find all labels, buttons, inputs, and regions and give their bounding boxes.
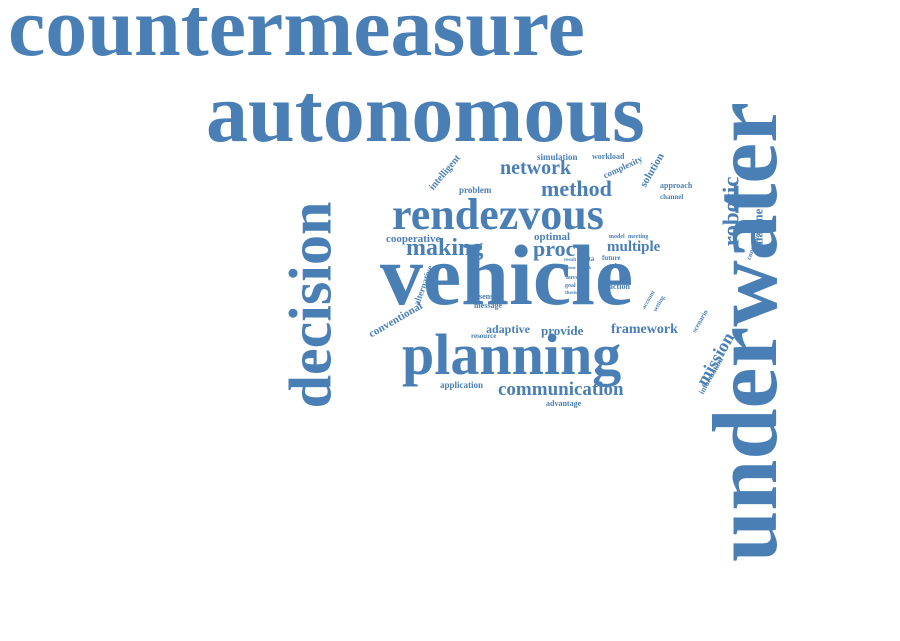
word-decision: decision xyxy=(277,201,344,409)
word-goal: goal xyxy=(565,283,576,289)
word-method: method xyxy=(541,176,612,201)
word-network: network xyxy=(500,157,572,179)
word-time: time xyxy=(568,265,576,270)
word-auvs: auvs xyxy=(566,275,578,281)
word-resource: resource xyxy=(471,332,497,340)
word-result: result xyxy=(564,258,577,263)
word-adaptive: adaptive xyxy=(486,322,531,336)
word-simulation: simulation xyxy=(537,152,578,162)
word-provide: provide xyxy=(541,323,584,338)
word-cooperative: cooperative xyxy=(386,233,441,245)
word-advantage: advantage xyxy=(546,399,582,408)
word-framework: framework xyxy=(611,322,678,337)
word-vehicle: vehicle xyxy=(380,227,634,323)
word-setting: setting xyxy=(652,295,667,313)
word-future: future xyxy=(602,254,621,262)
word-countermeasure: countermeasure xyxy=(8,0,585,74)
word-data: data xyxy=(581,255,595,263)
word-optimal: optimal xyxy=(534,231,571,243)
word-action: action xyxy=(609,282,630,291)
word-channel: channel xyxy=(660,193,684,201)
word-autonomous: autonomous xyxy=(206,67,645,160)
word-sensor: sensor xyxy=(479,292,501,301)
word-rendezvous: rendezvous xyxy=(392,190,604,239)
word-multiple: multiple xyxy=(607,239,661,255)
word-making: making xyxy=(406,235,484,261)
word-proc: proc xyxy=(533,236,576,261)
word-underwater: underwater xyxy=(693,102,796,562)
word-workload: workload xyxy=(592,152,625,161)
word-task: task xyxy=(584,265,592,270)
word-problem: problem xyxy=(459,185,492,195)
word-approach: approach xyxy=(660,181,693,190)
word-communication: communication xyxy=(498,379,624,400)
word-robotic: robotic xyxy=(718,176,744,247)
word-application: application xyxy=(440,380,484,390)
word-planning: planning xyxy=(402,322,622,387)
word-thesis: thesis xyxy=(565,291,577,296)
word-meeting: meeting xyxy=(628,234,649,240)
word-message: message xyxy=(474,301,502,310)
word-model: model xyxy=(609,234,625,240)
